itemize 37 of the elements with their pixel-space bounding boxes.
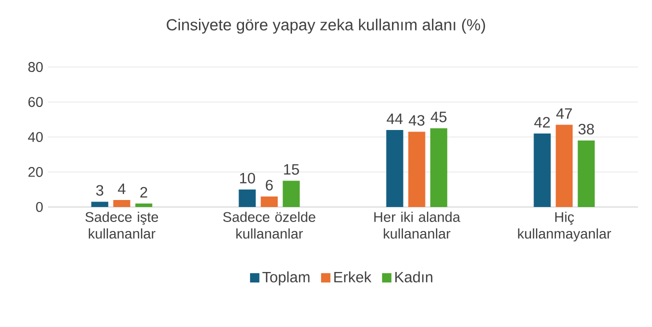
x-tick-label: Hiç kullanmayanlar: [518, 212, 612, 242]
bar: [91, 202, 108, 207]
bar: [238, 189, 256, 207]
data-label: 10: [240, 172, 256, 184]
bar: [386, 130, 404, 207]
data-label: 6: [266, 180, 273, 190]
x-tick-label: Sadece özelde kullananlar: [223, 212, 316, 239]
bar: [408, 132, 426, 207]
data-label: 3: [96, 185, 104, 196]
y-tick-label: 0: [36, 202, 43, 212]
data-label: 15: [284, 164, 299, 175]
bar: [534, 133, 551, 207]
y-tick-label: 40: [28, 132, 43, 142]
chart-title: Cinsiyete göre yapay zeka kullanım alanı (%): [166, 18, 486, 34]
data-label: 2: [140, 186, 148, 198]
legend-label: Erkek: [334, 271, 372, 282]
data-label: 45: [430, 112, 446, 122]
bar: [282, 180, 300, 207]
bar: [578, 140, 595, 207]
bar: [430, 128, 448, 207]
legend-label: Toplam: [262, 271, 310, 286]
data-label: 38: [578, 124, 594, 134]
x-tick-label: Her iki alanda kullananlar: [374, 212, 460, 239]
y-tick-label: 80: [28, 62, 43, 72]
bar: [113, 200, 130, 207]
data-label: 44: [386, 114, 403, 124]
bar: [556, 124, 573, 207]
data-label: 43: [408, 115, 424, 126]
y-tick-label: 20: [28, 167, 43, 177]
x-tick-label: Sadece işte kullananlar: [85, 212, 158, 239]
data-label: 42: [534, 116, 550, 128]
data-label: 4: [118, 184, 126, 194]
data-label: 47: [556, 108, 572, 119]
bar: [260, 196, 278, 207]
legend-label: Kadın: [395, 271, 432, 282]
y-tick-label: 60: [28, 97, 43, 107]
bar: [135, 203, 152, 207]
